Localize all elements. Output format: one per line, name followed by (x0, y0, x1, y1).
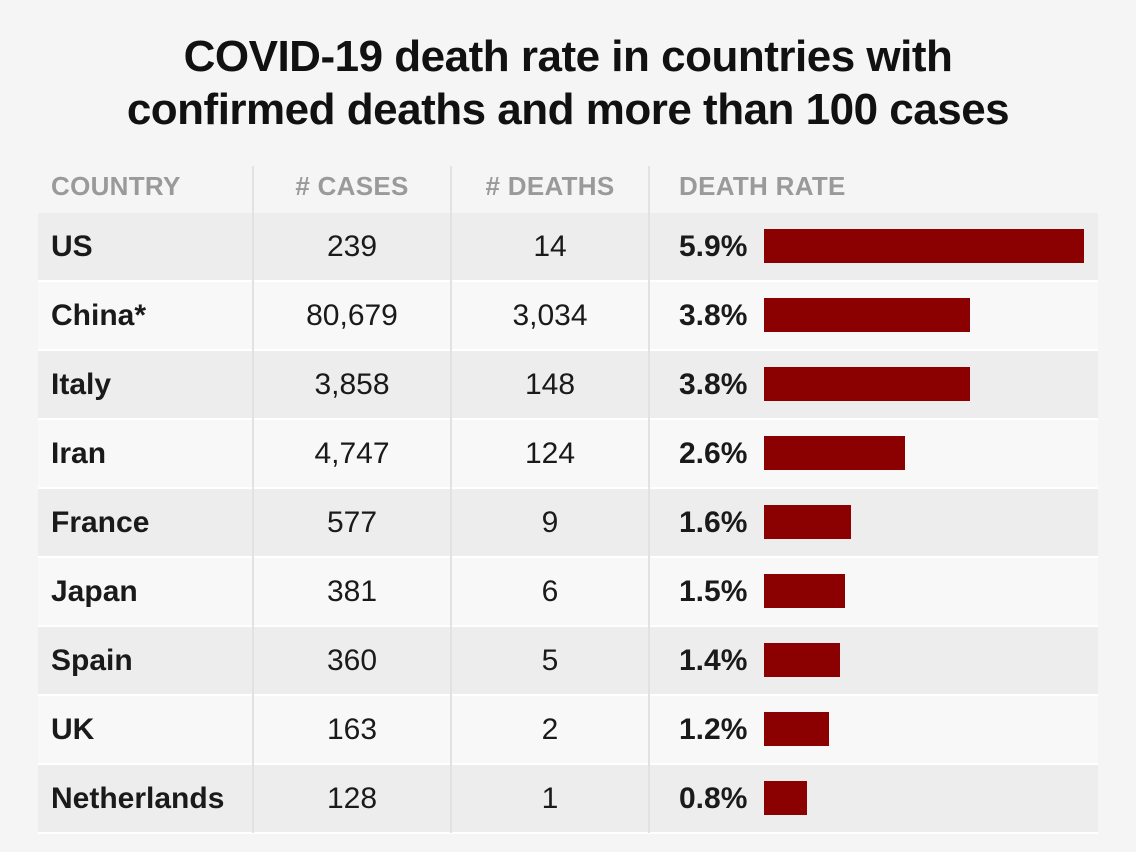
chart-title: COVID-19 death rate in countries with co… (0, 30, 1136, 136)
chart-title-line-1: COVID-19 death rate in countries with (183, 32, 953, 81)
deaths-cell: 14 (533, 230, 567, 263)
table-row: Spain 360 5 1.4% (38, 627, 1098, 696)
header-country: COUNTRY (51, 171, 181, 201)
column-divider (450, 166, 452, 833)
country-cell: Japan (51, 575, 138, 608)
death-rate-label: 1.6% (679, 506, 748, 539)
chart-title-line-2: confirmed deaths and more than 100 cases (126, 85, 1010, 134)
country-cell: US (51, 230, 93, 263)
table-row: Italy 3,858 148 3.8% (38, 351, 1098, 420)
table-row: Japan 381 6 1.5% (38, 558, 1098, 627)
table-header: COUNTRY # CASES # DEATHS DEATH RATE (38, 166, 1098, 213)
cases-cell: 239 (326, 230, 378, 263)
cases-cell: 80,679 (306, 299, 398, 332)
death-rate-label: 1.5% (679, 575, 748, 608)
death-rate-bar (764, 436, 905, 470)
table-row: UK 163 2 1.2% (38, 696, 1098, 765)
table-row: US 239 14 5.9% (38, 213, 1098, 282)
death-rate-cell: 3.8% (649, 282, 1098, 349)
deaths-cell: 2 (541, 713, 559, 746)
death-rate-cell: 1.2% (649, 696, 1098, 763)
death-rate-label: 2.6% (679, 437, 748, 470)
death-rate-label: 5.9% (679, 230, 748, 263)
cases-cell: 163 (326, 713, 378, 746)
table-row: France 577 9 1.6% (38, 489, 1098, 558)
deaths-cell: 3,034 (512, 299, 588, 332)
death-rate-bar (764, 505, 851, 539)
deaths-cell: 6 (541, 575, 559, 608)
country-cell: China* (51, 299, 147, 332)
death-rate-label: 3.8% (679, 299, 748, 332)
death-rate-label: 0.8% (679, 782, 748, 815)
deaths-cell: 148 (524, 368, 576, 401)
country-cell: Spain (51, 644, 133, 677)
country-cell: Italy (51, 368, 112, 401)
table-row: China* 80,679 3,034 3.8% (38, 282, 1098, 351)
column-divider (252, 166, 254, 833)
death-rate-cell: 0.8% (649, 765, 1098, 832)
cases-cell: 3,858 (314, 368, 390, 401)
cases-cell: 4,747 (314, 437, 390, 470)
header-deaths: # DEATHS (485, 171, 615, 201)
death-rate-cell: 2.6% (649, 420, 1098, 487)
deaths-cell: 1 (541, 782, 559, 815)
death-rate-cell: 1.5% (649, 558, 1098, 625)
cases-cell: 381 (326, 575, 378, 608)
table-row: Netherlands 128 1 0.8% (38, 765, 1098, 834)
death-rate-bar (764, 643, 840, 677)
death-rate-bar (764, 298, 970, 332)
death-rate-bar (764, 712, 829, 746)
cases-cell: 128 (326, 782, 378, 815)
death-rate-bar (764, 781, 807, 815)
country-cell: France (51, 506, 150, 539)
deaths-cell: 5 (541, 644, 559, 677)
death-rate-bar (764, 229, 1084, 263)
cases-cell: 577 (326, 506, 378, 539)
deaths-cell: 9 (541, 506, 559, 539)
death-rate-bar (764, 574, 845, 608)
death-rate-label: 1.2% (679, 713, 748, 746)
table-body: US 239 14 5.9% China* 80,679 3,034 3.8% Italy 3,8… (38, 213, 1098, 834)
country-cell: Iran (51, 437, 107, 470)
death-rate-cell: 1.6% (649, 489, 1098, 556)
header-cases: # CASES (295, 171, 409, 201)
death-rate-cell: 5.9% (649, 213, 1098, 280)
country-cell: UK (51, 713, 95, 746)
death-rate-label: 1.4% (679, 644, 748, 677)
death-rate-cell: 3.8% (649, 351, 1098, 418)
deaths-cell: 124 (524, 437, 576, 470)
table-row: Iran 4,747 124 2.6% (38, 420, 1098, 489)
header-death-rate: DEATH RATE (679, 171, 846, 201)
death-rate-bar (764, 367, 970, 401)
country-cell: Netherlands (51, 782, 225, 815)
cases-cell: 360 (326, 644, 378, 677)
death-rate-table: COUNTRY # CASES # DEATHS DEATH RATE US 23… (38, 166, 1098, 834)
column-divider (648, 166, 650, 833)
death-rate-label: 3.8% (679, 368, 748, 401)
death-rate-cell: 1.4% (649, 627, 1098, 694)
